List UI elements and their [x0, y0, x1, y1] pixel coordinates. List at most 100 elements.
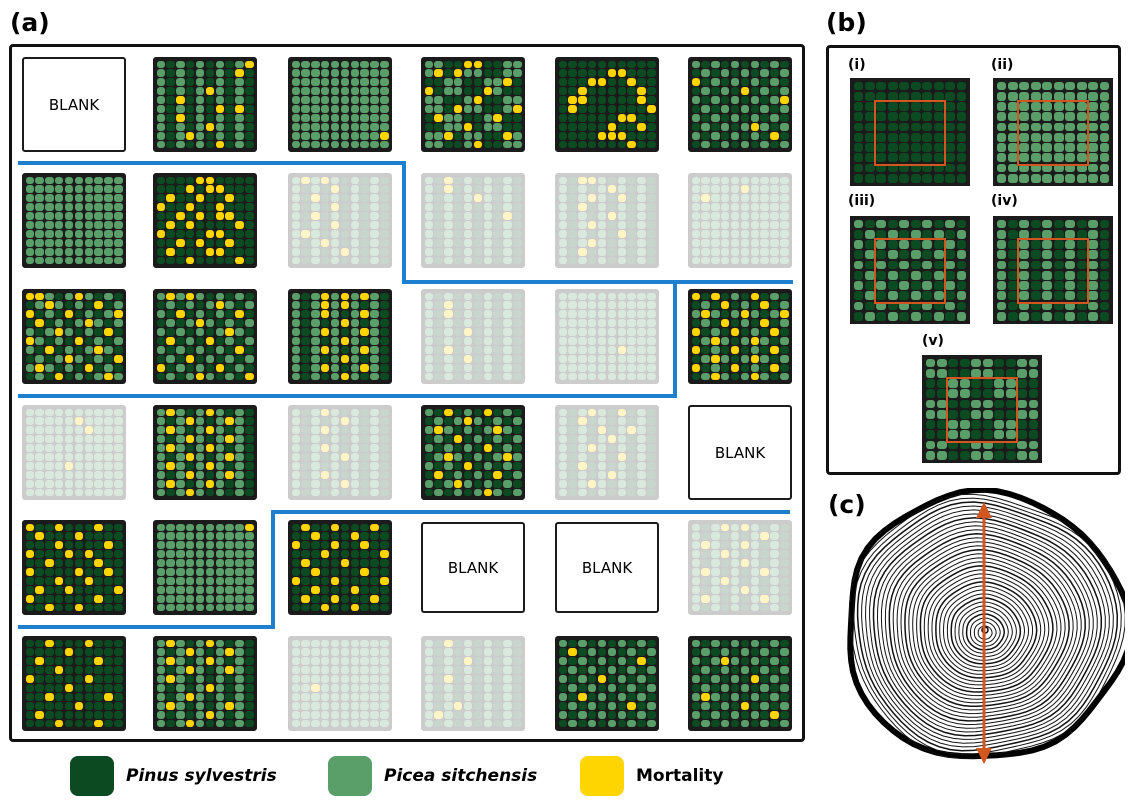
- tree-cell: [463, 114, 473, 122]
- tree-cell: [691, 346, 700, 354]
- tree-cell: [503, 212, 512, 220]
- tree-cell: [64, 346, 74, 354]
- tree-cell: [321, 114, 330, 122]
- tree-cell: [876, 219, 887, 229]
- tree-cell: [1028, 399, 1039, 409]
- tree-cell: [225, 328, 234, 336]
- tree-cell: [45, 355, 54, 363]
- tree-cell: [25, 639, 34, 647]
- tree-cell: [84, 586, 93, 594]
- tree-cell: [215, 185, 224, 193]
- tree-cell: [503, 355, 512, 363]
- tree-cell: [933, 122, 944, 132]
- tree-cell: [1099, 91, 1110, 101]
- tree-cell: [245, 346, 254, 354]
- tree-cell: [971, 440, 982, 450]
- tree-cell: [691, 648, 700, 656]
- tree-cell: [350, 568, 359, 576]
- tree-cell: [380, 720, 389, 728]
- tree-cell: [380, 532, 389, 540]
- tree-cell: [321, 417, 330, 425]
- tree-cell: [454, 60, 463, 68]
- tree-cell: [434, 373, 443, 381]
- tree-cell: [360, 364, 369, 372]
- tree-cell: [74, 408, 84, 416]
- tree-cell: [568, 444, 577, 452]
- tree-cell: [637, 639, 646, 647]
- tree-cell: [730, 87, 740, 95]
- tree-cell: [340, 568, 350, 576]
- tree-cell: [370, 123, 379, 131]
- tree-cell: [205, 408, 215, 416]
- tree-cell: [701, 212, 710, 220]
- tree-cell: [104, 185, 113, 193]
- tree-cell: [176, 462, 185, 470]
- forest-plot-r4-c1: [22, 405, 126, 500]
- tree-cell: [195, 586, 205, 594]
- tree-cell: [340, 364, 350, 372]
- tree-cell: [424, 364, 433, 372]
- tree-cell: [463, 462, 473, 470]
- tree-ring-cross-section: [847, 488, 1125, 764]
- tree-cell: [473, 132, 483, 140]
- tree-cell: [330, 257, 340, 265]
- tree-cell: [195, 105, 205, 113]
- tree-cell: [691, 523, 700, 531]
- tree-cell: [291, 559, 300, 567]
- tree-cell: [578, 176, 587, 184]
- tree-cell: [84, 639, 93, 647]
- tree-cell: [588, 221, 597, 229]
- tree-cell: [568, 711, 577, 719]
- tree-cell: [1042, 163, 1053, 173]
- tree-cell: [225, 114, 234, 122]
- tree-cell: [1019, 311, 1030, 321]
- tree-cell: [780, 702, 789, 710]
- tree-cell: [637, 435, 646, 443]
- tree-cell: [1065, 122, 1076, 132]
- tree-cell: [637, 720, 646, 728]
- tree-cell: [627, 310, 636, 318]
- tree-cell: [637, 141, 646, 149]
- tree-cell: [760, 230, 769, 238]
- tree-cell: [711, 693, 720, 701]
- tree-cell: [35, 248, 44, 256]
- forest-plot-r2-c5: [555, 173, 659, 268]
- tree-cell: [444, 230, 453, 238]
- tree-cell: [493, 684, 502, 692]
- tree-cell: [1042, 250, 1053, 259]
- tree-cell: [321, 684, 330, 692]
- tree-cell: [25, 559, 34, 567]
- tree-cell: [956, 240, 967, 249]
- tree-cell: [1007, 143, 1018, 152]
- tree-cell: [35, 194, 44, 202]
- tree-cell: [780, 675, 789, 683]
- tree-cell: [321, 702, 330, 710]
- tree-cell: [205, 69, 215, 77]
- tree-cell: [1005, 368, 1016, 378]
- tree-cell: [473, 702, 483, 710]
- tree-cell: [899, 260, 910, 270]
- tree-cell: [473, 319, 483, 327]
- tree-cell: [205, 301, 215, 309]
- tree-cell: [55, 666, 64, 674]
- tree-cell: [114, 702, 123, 710]
- tree-cell: [25, 328, 34, 336]
- tree-cell: [503, 373, 512, 381]
- tree-cell: [114, 319, 123, 327]
- tree-cell: [205, 426, 215, 434]
- tree-cell: [578, 69, 587, 77]
- tree-cell: [350, 337, 359, 345]
- tree-cell: [94, 435, 103, 443]
- tree-cell: [701, 541, 710, 549]
- tree-cell: [360, 426, 369, 434]
- tree-cell: [380, 292, 389, 300]
- forest-plot-r6-c1: [22, 636, 126, 731]
- tree-cell: [360, 711, 369, 719]
- tree-cell: [245, 435, 254, 443]
- growth-ring: [865, 509, 1110, 744]
- tree-cell: [114, 328, 123, 336]
- tree-cell: [330, 87, 340, 95]
- tree-cell: [360, 337, 369, 345]
- tree-cell: [35, 453, 44, 461]
- tree-cell: [186, 559, 195, 567]
